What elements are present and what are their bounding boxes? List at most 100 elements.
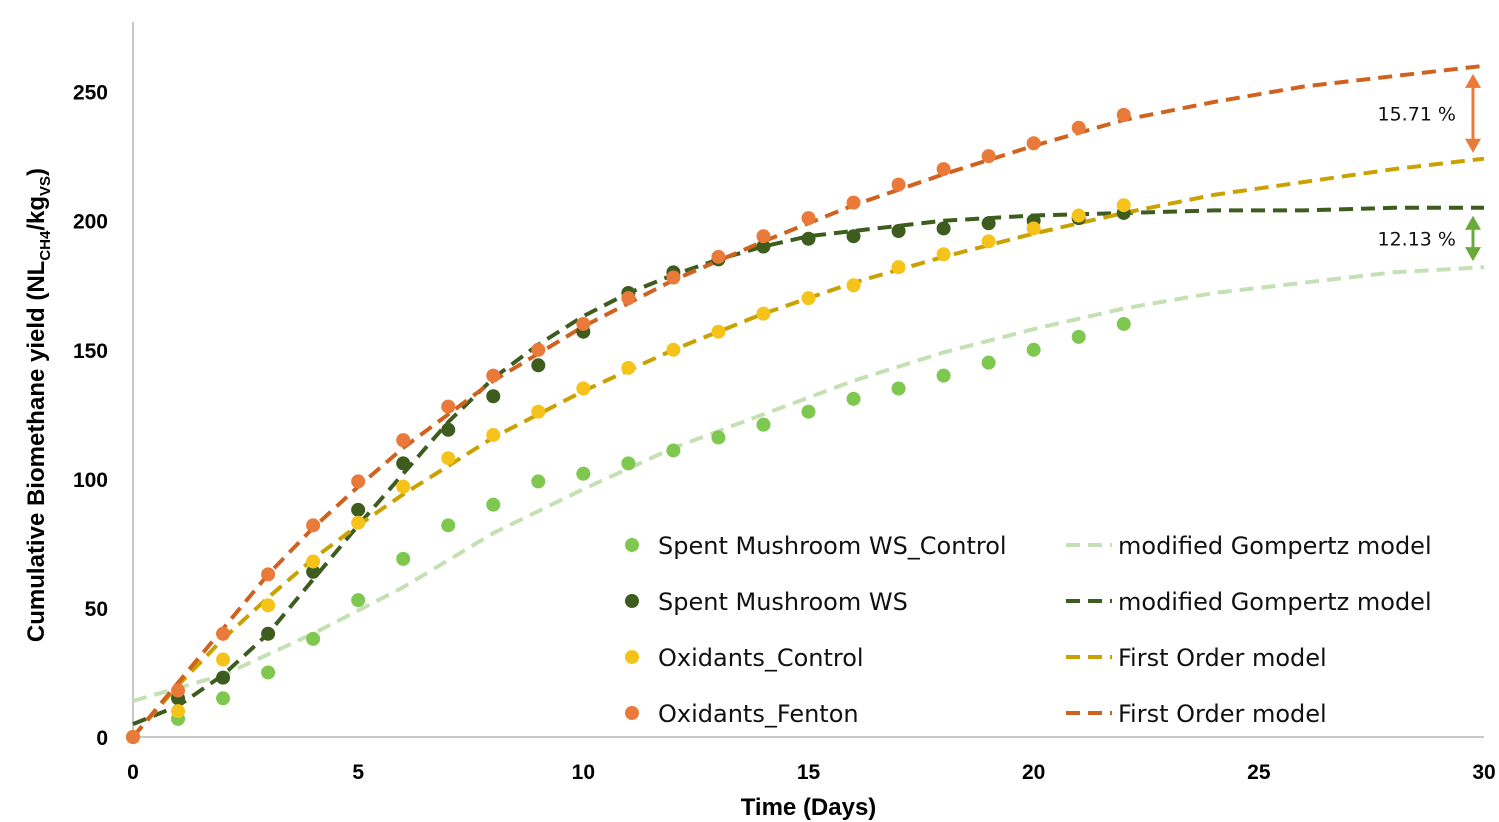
annotations: 15.71 % 12.13 % (1378, 73, 1481, 262)
legend-label: First Order model (1118, 644, 1327, 672)
data-point (846, 278, 861, 293)
y-tick-label: 250 (73, 82, 108, 105)
data-point (531, 404, 546, 419)
data-point (1116, 316, 1131, 331)
data-point (846, 391, 861, 406)
data-point (441, 451, 456, 466)
legend-label: Spent Mushroom WS (658, 588, 908, 616)
annotation-label: 12.13 % (1378, 228, 1457, 250)
data-point (531, 358, 546, 373)
data-point (801, 231, 816, 246)
data-point (486, 389, 501, 404)
data-point (801, 404, 816, 419)
data-point (486, 427, 501, 442)
data-point (486, 368, 501, 383)
data-point (756, 239, 771, 254)
data-point (1116, 107, 1131, 122)
data-point (396, 433, 411, 448)
y-tick-label: 150 (73, 340, 108, 363)
fit-line (131, 63, 1485, 739)
legend-marker (625, 706, 639, 720)
tick-labels: 0 5 10 15 20 25 30 0 50 100 150 200 250 (73, 82, 1496, 784)
data-point (756, 417, 771, 432)
data-point (396, 479, 411, 494)
y-title-sub2: VS (37, 176, 54, 196)
y-tick-label: 0 (96, 727, 108, 750)
data-point (351, 593, 366, 608)
data-point (621, 360, 636, 375)
y-title-sub1: CH4 (37, 230, 54, 261)
data-point (1071, 208, 1086, 223)
x-tick-label: 20 (1022, 761, 1045, 784)
data-point (126, 730, 140, 744)
data-point (801, 291, 816, 306)
data-point (711, 324, 726, 339)
y-title-mid: /kg (23, 196, 50, 231)
data-point (846, 229, 861, 244)
data-point (396, 551, 411, 566)
data-point (171, 704, 186, 719)
data-point (216, 626, 231, 641)
data-point (846, 195, 861, 210)
data-point (261, 626, 276, 641)
data-point (306, 518, 321, 533)
axes (132, 22, 1484, 738)
data-point (756, 306, 771, 321)
annotation-arrow-head (1465, 247, 1481, 262)
data-point (261, 567, 276, 582)
data-point (351, 515, 366, 530)
data-point (396, 456, 411, 471)
y-title-end: ) (23, 168, 50, 176)
data-point (891, 381, 906, 396)
data-point (1026, 221, 1041, 236)
data-point (441, 422, 456, 437)
x-tick-label: 5 (352, 761, 364, 784)
legend-label: Oxidants_Fenton (658, 700, 859, 728)
data-point (981, 149, 996, 164)
data-point (171, 683, 186, 698)
data-point (666, 270, 681, 285)
data-point (1071, 120, 1086, 135)
annotation-arrow-head (1465, 138, 1481, 153)
data-point (441, 399, 456, 414)
data-point (1026, 136, 1041, 151)
data-point (666, 342, 681, 357)
legend-label: Oxidants_Control (658, 644, 864, 672)
data-point (351, 474, 366, 489)
data-point (216, 670, 231, 685)
data-point (981, 216, 996, 231)
fit-line (132, 265, 1485, 703)
x-tick-label: 0 (127, 761, 139, 784)
data-point (936, 368, 951, 383)
data-point (936, 247, 951, 262)
y-axis-title: Cumulative Biomethane yield (NLCH4/kgVS) (23, 168, 54, 642)
data-points (126, 107, 1131, 744)
data-point (801, 211, 816, 226)
data-point (891, 260, 906, 275)
data-point (576, 316, 591, 331)
y-title-main: Cumulative Biomethane yield (NL (23, 261, 50, 642)
data-point (711, 249, 726, 264)
data-point (891, 177, 906, 192)
fit-lines (131, 63, 1485, 739)
y-tick-label: 100 (73, 469, 108, 492)
data-point (351, 502, 366, 517)
fit-line (132, 205, 1484, 726)
legend-label: modified Gompertz model (1118, 532, 1432, 560)
annotation-arrow-head (1465, 73, 1481, 88)
y-tick-label: 200 (73, 211, 108, 234)
x-tick-label: 25 (1247, 761, 1271, 784)
data-point (1026, 342, 1041, 357)
data-point (306, 554, 321, 569)
x-axis-title: Time (Days) (741, 794, 877, 821)
data-point (981, 234, 996, 249)
data-point (306, 631, 321, 646)
annotation-label: 15.71 % (1378, 103, 1457, 125)
data-point (441, 518, 456, 533)
legend-marker (625, 594, 639, 608)
data-point (216, 652, 231, 667)
data-point (936, 221, 951, 236)
data-point (576, 381, 591, 396)
data-point (576, 466, 591, 481)
